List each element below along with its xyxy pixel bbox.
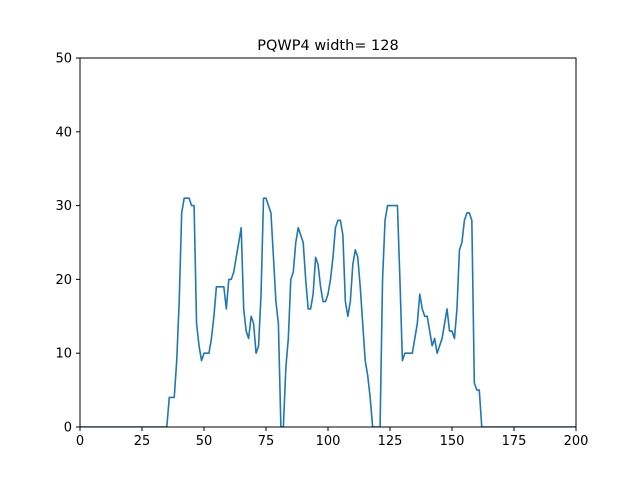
x-tick-label-150: 150 <box>440 434 465 449</box>
chart-title: PQWP4 width= 128 <box>257 38 398 54</box>
y-tick-label-10: 10 <box>55 347 72 362</box>
x-tick-label-50: 50 <box>196 434 213 449</box>
y-tick-label-0: 0 <box>64 421 72 436</box>
x-tick-label-100: 100 <box>316 434 341 449</box>
y-tick-label-20: 20 <box>55 273 72 288</box>
y-tick-label-50: 50 <box>55 52 72 67</box>
x-tick-label-125: 125 <box>378 434 403 449</box>
series-line-0 <box>80 197 576 427</box>
y-tick-label-30: 30 <box>55 199 72 214</box>
x-tick-label-0: 0 <box>76 434 84 449</box>
x-tick-label-25: 25 <box>134 434 151 449</box>
x-tick-label-200: 200 <box>564 434 589 449</box>
x-tick-label-75: 75 <box>258 434 275 449</box>
y-tick-label-40: 40 <box>55 125 72 140</box>
plot-area: 0 25 50 75 100 125 150 175 200 0 10 20 30 40 50 <box>55 52 588 450</box>
x-tick-label-175: 175 <box>502 434 527 449</box>
